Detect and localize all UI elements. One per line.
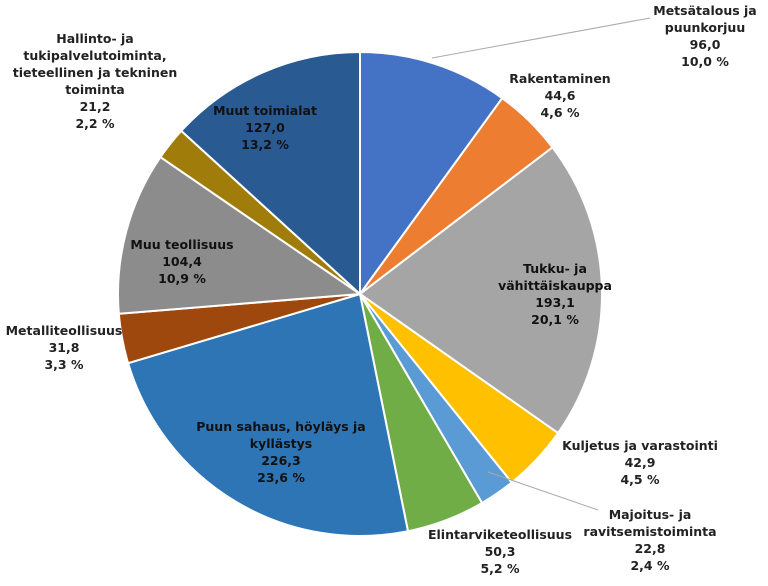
slice-percent: 2,4 % [630, 558, 670, 573]
slice-name: puunkorjuu [664, 20, 746, 35]
slice-percent: 13,2 % [241, 137, 289, 152]
data-label: Puun sahaus, höyläys ja kyllästys 226,3 23,… [196, 418, 366, 486]
pie-slice [126, 292, 410, 537]
slice-name: kyllästys [249, 436, 313, 451]
slice-name: Hallinto- ja [56, 31, 134, 46]
slice-name: Tukku- ja [523, 261, 587, 276]
slice-name: ravitsemistoiminta [583, 524, 717, 539]
slice-name: tieteellinen ja tekninen [12, 65, 178, 80]
slice-name: tukipalvelutoiminta, [23, 48, 167, 63]
data-label: Elintarviketeollisuus 50,3 5,2 % [428, 526, 572, 577]
slice-value: 21,2 [79, 99, 111, 114]
pie-slice [358, 145, 603, 435]
pie-slice [179, 50, 361, 297]
leader-line [487, 471, 599, 511]
slice-value: 96,0 [689, 37, 721, 52]
slice-name: Elintarviketeollisuus [427, 527, 573, 542]
slice-name: toiminta [65, 82, 125, 97]
slice-percent: 23,6 % [257, 470, 305, 485]
slice-value: 50,3 [484, 544, 516, 559]
slice-value: 193,1 [535, 295, 575, 310]
data-label: Tukku- ja vähittäiskauppa 193,1 20,1 % [498, 260, 612, 328]
slice-percent: 5,2 % [480, 561, 520, 576]
data-label: Metalliteollisuus 31,8 3,3 % [6, 322, 123, 373]
slice-percent: 4,5 % [620, 472, 660, 487]
slice-value: 42,9 [624, 455, 656, 470]
data-label: Rakentaminen 44,6 4,6 % [509, 70, 610, 121]
slice-value: 226,3 [261, 453, 301, 468]
slice-value: 22,8 [634, 541, 666, 556]
data-label: Metsätalous ja puunkorjuu 96,0 10,0 % [653, 2, 756, 70]
slice-name: Metsätalous ja [653, 3, 757, 18]
slice-percent: 4,6 % [540, 105, 580, 120]
slice-percent: 2,2 % [75, 116, 115, 131]
pie-slice [117, 155, 363, 315]
slice-percent: 3,3 % [44, 357, 84, 372]
slice-name: Rakentaminen [509, 71, 611, 86]
slice-name: Puun sahaus, höyläys ja [196, 419, 366, 434]
slice-name: vähittäiskauppa [498, 278, 612, 293]
data-label: Majoitus- ja ravitsemistoiminta 22,8 2,4 % [583, 506, 716, 574]
slice-percent: 10,9 % [158, 271, 206, 286]
data-label: Hallinto- ja tukipalvelutoiminta, tieteell… [13, 30, 177, 132]
data-label: Muu teollisuus 104,4 10,9 % [130, 236, 233, 287]
slice-value: 104,4 [162, 254, 202, 269]
leader-line [431, 17, 651, 59]
slice-name: Muu teollisuus [130, 237, 234, 252]
slice-name: Metalliteollisuus [5, 323, 123, 338]
slice-value: 31,8 [48, 340, 80, 355]
data-label: Kuljetus ja varastointi 42,9 4,5 % [562, 437, 718, 488]
slice-value: 44,6 [544, 88, 576, 103]
slice-name: Muut toimialat [213, 103, 317, 118]
data-label: Muut toimialat 127,0 13,2 % [213, 102, 317, 153]
slice-name: Majoitus- ja [608, 507, 692, 522]
slice-percent: 10,0 % [681, 54, 729, 69]
pie-slice [359, 50, 504, 298]
slice-value: 127,0 [245, 120, 285, 135]
slice-percent: 20,1 % [531, 312, 579, 327]
slice-name: Kuljetus ja varastointi [562, 438, 718, 453]
